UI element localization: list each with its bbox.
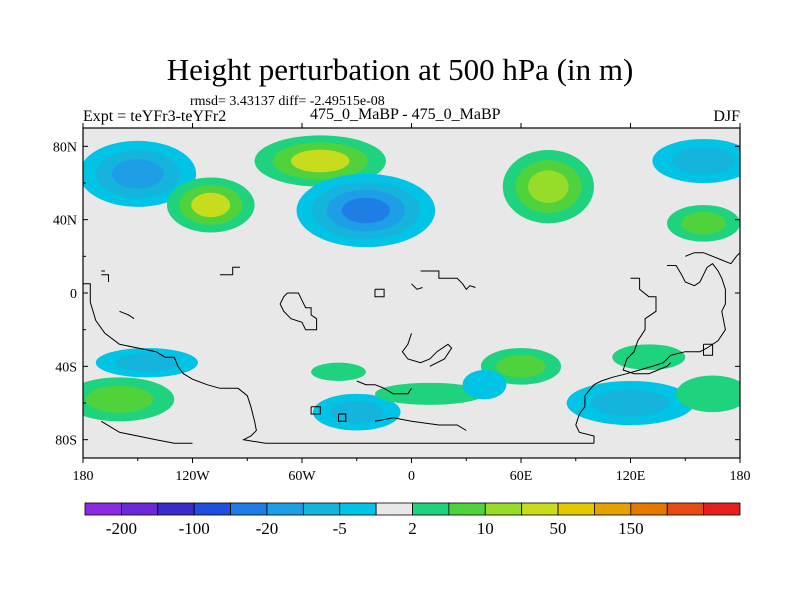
y-tick-label: 80N <box>53 140 77 155</box>
contour-fill-layer <box>83 135 740 431</box>
anomaly-nw-pacific-high <box>667 205 740 242</box>
y-axis: 80N 40N 0 40S 80S <box>53 140 740 449</box>
anomaly-australia-low-level-2 <box>591 389 670 417</box>
anomaly-s-indian-low <box>462 370 507 400</box>
y-tick-label: 80S <box>55 434 77 449</box>
anomaly-s-ocean-high <box>375 382 485 405</box>
coastline-layer <box>83 252 740 444</box>
anomaly-indian-high-level-2 <box>496 355 546 378</box>
colorbar-label: 2 <box>408 519 417 538</box>
experiment-label: Expt = teYFr3-teYFr2 <box>83 108 227 125</box>
coastline-segment <box>338 413 347 422</box>
anomaly-s-atlantic-low-level-2 <box>329 400 384 424</box>
chart-title: Height perturbation at 500 hPa (in m) <box>166 52 634 87</box>
anomaly-s-pacific-high <box>83 377 175 422</box>
x-tick-label: 180 <box>73 469 94 484</box>
colorbar-label: -100 <box>179 519 210 538</box>
colorbar-swatch <box>302 502 341 516</box>
anomaly-australia-low <box>566 381 695 425</box>
coastline-segment <box>703 343 714 356</box>
coastline-segment <box>83 283 594 444</box>
anomaly-nw-pacific-high-level-2 <box>681 212 726 235</box>
anomaly-ne-pacific-low-level-3 <box>111 159 164 189</box>
coastline-segment <box>374 288 385 298</box>
colorbar-swatch <box>157 502 195 516</box>
colorbar-label: 10 <box>477 519 494 538</box>
x-tick-label: 120E <box>616 469 646 484</box>
anomaly-n-atlantic-low-level-4 <box>341 197 390 224</box>
coastline-segment <box>622 277 671 375</box>
colorbar-swatch <box>521 502 559 516</box>
case-label: 475_0_MaBP - 475_0_MaBP <box>310 106 501 123</box>
anomaly-n-america-high-level-3 <box>191 192 231 218</box>
colorbar-swatch <box>412 502 450 516</box>
colorbar-swatch <box>266 502 304 516</box>
coastline-segment <box>119 310 135 320</box>
y-tick-label: 40N <box>53 214 77 229</box>
anomaly-s-indian-low-level-1 <box>462 370 507 400</box>
colorbar-swatch <box>230 502 268 516</box>
colorbar-swatch <box>84 502 122 516</box>
anomaly-s-atlantic-low <box>312 393 401 431</box>
anomaly-greenland-high <box>254 135 386 187</box>
x-tick-label: 120W <box>175 469 210 484</box>
coastline-segment <box>685 252 740 265</box>
anomaly-nz-high <box>676 375 740 413</box>
anomaly-ne-asia-low <box>652 139 740 183</box>
anomaly-australia-high-level-1 <box>612 344 686 370</box>
colorbar-swatch <box>594 502 632 516</box>
colorbar-label: -20 <box>256 519 279 538</box>
colorbar-label: 150 <box>618 519 644 538</box>
coastline-segment <box>411 283 423 290</box>
colorbar-swatch <box>120 502 159 516</box>
coastline-segment <box>219 266 240 276</box>
y-tick-label: 0 <box>70 287 77 302</box>
coastline-segment <box>101 274 109 282</box>
coastline-segment <box>310 406 321 415</box>
coastline-segment <box>279 292 318 331</box>
coastline-segment <box>101 420 193 444</box>
colorbar-swatch <box>448 502 486 516</box>
colorbar-label: -5 <box>333 519 347 538</box>
anomaly-greenland-high-level-3 <box>291 149 350 173</box>
colorbar-label: 50 <box>550 519 567 538</box>
x-axis: 180 120W 60W 0 60E 120E 180 <box>73 123 751 484</box>
anomaly-n-america-high <box>166 177 255 233</box>
anomaly-nz-high-level-1 <box>676 375 740 413</box>
anomaly-australia-high <box>612 344 686 370</box>
x-tick-label: 60E <box>510 469 533 484</box>
colorbar-swatch <box>193 502 231 516</box>
anomaly-s-america-low <box>95 348 198 378</box>
x-tick-label: 60W <box>288 469 316 484</box>
colorbar-swatch <box>630 502 668 516</box>
colorbar-swatch <box>375 502 413 516</box>
anomaly-s-pacific-high-level-2 <box>85 385 154 413</box>
anomaly-s-atlantic-high <box>311 362 366 382</box>
anomaly-urals-high-level-3 <box>528 170 569 203</box>
colorbar-swatch <box>703 502 741 516</box>
colorbar-label: -200 <box>106 519 137 538</box>
coastline-segment <box>374 417 467 431</box>
coastline-segment <box>420 270 476 291</box>
anomaly-n-atlantic-low <box>296 173 436 248</box>
stats-line: rmsd= 3.43137 diff= -2.49515e-08 <box>190 94 385 109</box>
anomaly-s-america-low-level-2 <box>115 353 179 372</box>
season-label: DJF <box>713 108 740 125</box>
coastline-segment <box>401 333 453 367</box>
anomaly-urals-high <box>502 150 594 224</box>
colorbar-swatch <box>557 502 595 516</box>
y-tick-label: 40S <box>55 360 77 375</box>
anomaly-ne-pacific-low <box>83 140 197 207</box>
x-tick-label: 180 <box>730 469 751 484</box>
colorbar-swatch <box>666 502 705 516</box>
colorbar: -200 -100 -20 -5 2 10 50 150 <box>84 502 741 538</box>
colorbar-swatch <box>484 502 523 516</box>
anomaly-s-atlantic-high-level-1 <box>311 362 366 382</box>
colorbar-swatch <box>339 502 377 516</box>
anomaly-ne-asia-low-level-2 <box>672 147 735 175</box>
x-tick-label: 0 <box>408 469 415 484</box>
anomaly-s-ocean-high-level-1 <box>375 382 485 405</box>
coastline-segment <box>356 380 412 395</box>
